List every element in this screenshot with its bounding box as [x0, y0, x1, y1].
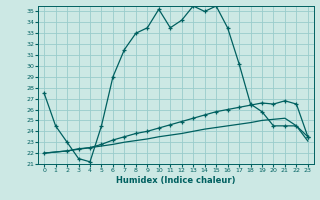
X-axis label: Humidex (Indice chaleur): Humidex (Indice chaleur) — [116, 176, 236, 185]
